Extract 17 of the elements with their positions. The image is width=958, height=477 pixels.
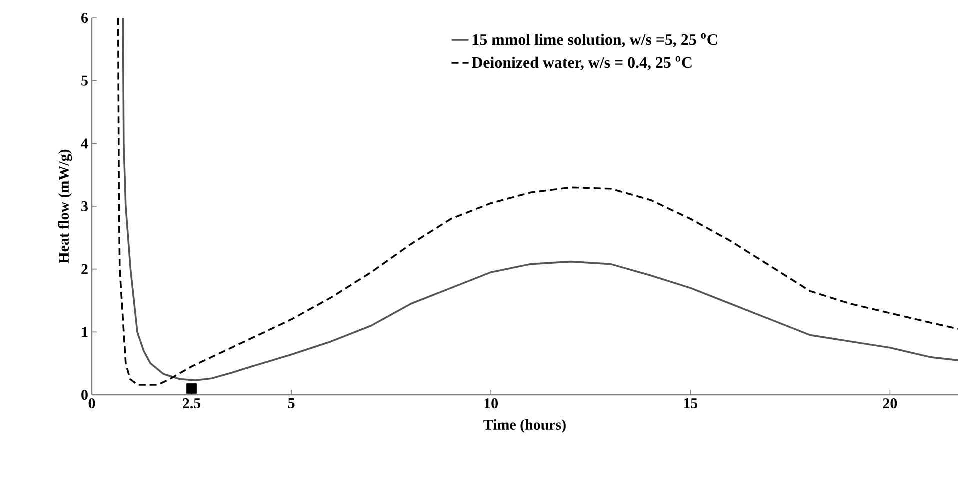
y-tick-label: 4 — [81, 138, 88, 149]
y-tick-label: 3 — [82, 201, 88, 212]
x-tick-label: 5 — [288, 398, 295, 408]
legend-label: 15 mmol lime solution, w/s =5, 25 $^{o}$C — [472, 34, 718, 48]
y-tick-label: 6 — [82, 12, 88, 24]
x-axis-title: Time (hours) — [484, 419, 566, 434]
y-tick-label: 5 — [82, 76, 88, 86]
y-axis-title: Heat flow (mW/g) — [58, 150, 72, 264]
x-tick-label: 10 — [484, 398, 498, 409]
x-tick-label: 2.5 — [183, 398, 201, 409]
x-tick-label: 20 — [883, 398, 898, 409]
y-tick-label: 0 — [82, 390, 88, 400]
y-tick-label: 1 — [82, 327, 88, 338]
x-tick-label: 0 — [88, 398, 96, 409]
x-tick-label: 15 — [684, 398, 698, 409]
legend-label: Deionized water, w/s = 0.4, 25 $^{o}$C — [472, 56, 692, 70]
y-tick-label: 2 — [82, 264, 88, 274]
